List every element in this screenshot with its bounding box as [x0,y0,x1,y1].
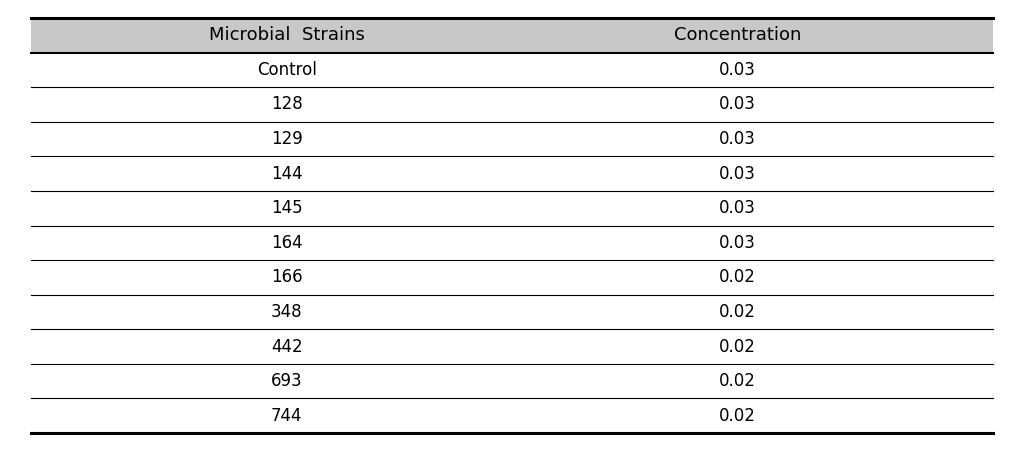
Text: Control: Control [257,61,316,79]
Text: 128: 128 [270,96,303,114]
Text: 0.02: 0.02 [719,407,756,425]
Text: 0.02: 0.02 [719,268,756,286]
Text: 0.03: 0.03 [719,165,756,183]
Text: 0.03: 0.03 [719,199,756,217]
Text: Concentration: Concentration [674,26,801,44]
Text: 164: 164 [271,234,302,252]
Text: 744: 744 [271,407,302,425]
Text: 0.02: 0.02 [719,337,756,355]
Text: 129: 129 [270,130,303,148]
Text: 144: 144 [271,165,302,183]
Text: 348: 348 [271,303,302,321]
Text: 442: 442 [271,337,302,355]
Text: 0.03: 0.03 [719,96,756,114]
Text: 0.02: 0.02 [719,372,756,390]
Text: 0.03: 0.03 [719,130,756,148]
Text: 166: 166 [271,268,302,286]
Text: 693: 693 [271,372,302,390]
Text: 145: 145 [271,199,302,217]
Text: Microbial  Strains: Microbial Strains [209,26,365,44]
Bar [31,18,993,53]
Text: 0.03: 0.03 [719,234,756,252]
Text: 0.02: 0.02 [719,303,756,321]
Text: 0.03: 0.03 [719,61,756,79]
